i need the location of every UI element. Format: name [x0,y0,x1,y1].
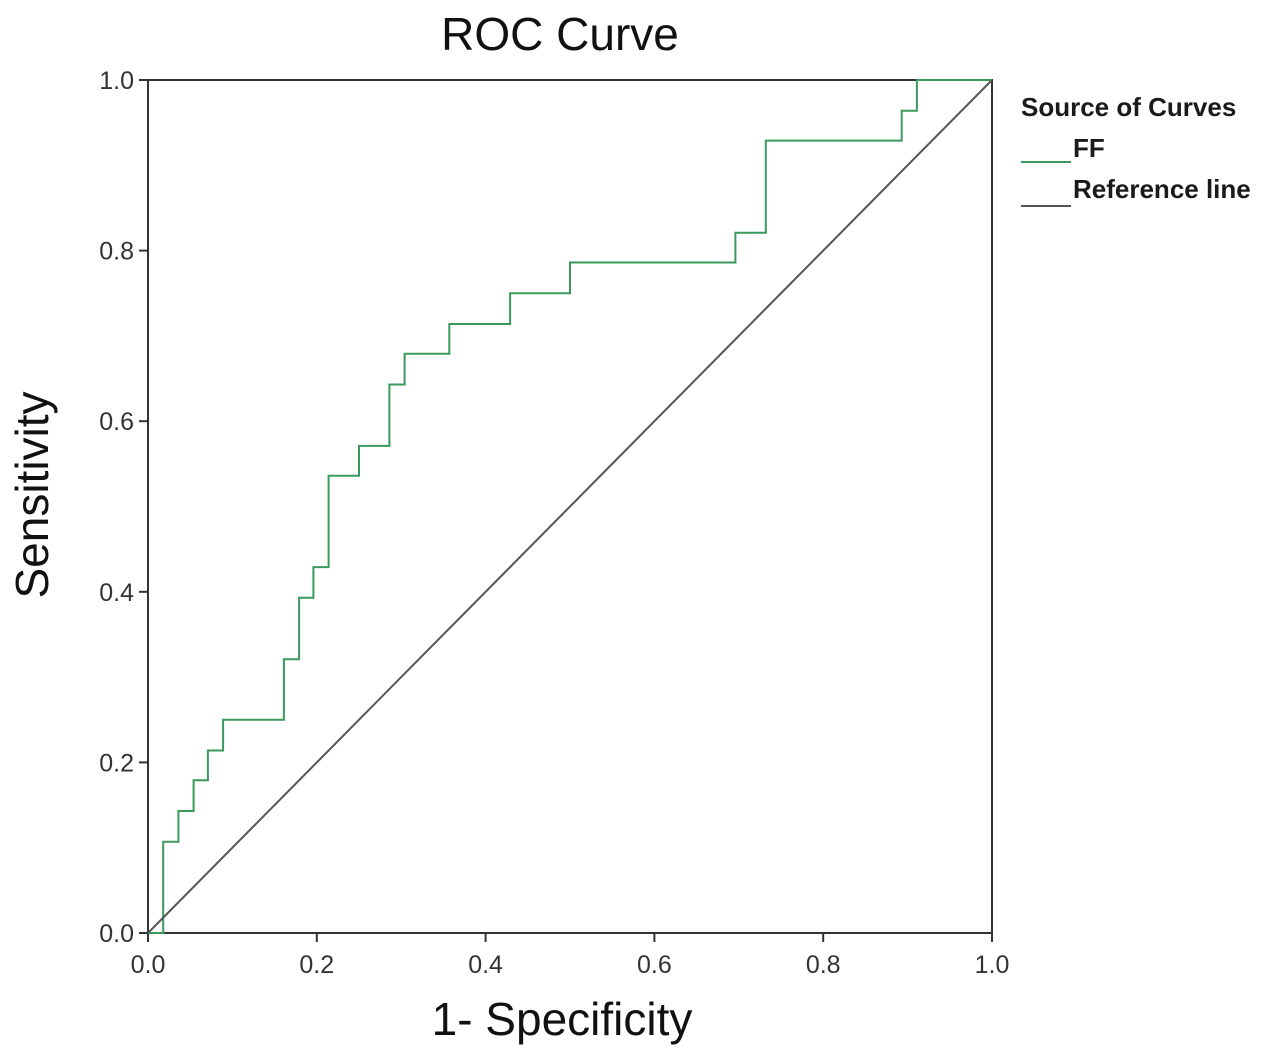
y-axis-title: Sensitivity [6,391,58,598]
legend-label-ff: FF [1073,133,1105,163]
y-tick-label: 0.2 [99,749,134,777]
y-tick-label: 0.6 [99,408,134,436]
y-axis-ticks: 0.0 0.2 0.4 0.6 0.8 1.0 [99,67,148,948]
legend-label-reference: Reference line [1073,174,1251,204]
legend-title: Source of Curves [1021,92,1236,122]
x-axis-ticks: 0.0 0.2 0.4 0.6 0.8 1.0 [131,933,1010,979]
x-tick-label: 0.4 [468,951,503,979]
y-tick-label: 0.0 [99,920,134,948]
x-tick-label: 0.2 [299,951,334,979]
plot-frame [147,79,993,934]
x-tick-label: 0.8 [806,951,841,979]
series-line-ff [148,79,992,934]
legend: Source of Curves FF Reference line [1021,92,1251,207]
chart-title: ROC Curve [441,8,679,60]
y-tick-label: 0.8 [99,238,134,266]
series-line-reference-line [147,79,993,934]
x-axis-title: 1- Specificity [432,993,693,1045]
x-tick-label: 0.6 [637,951,672,979]
y-tick-label: 1.0 [99,67,134,95]
x-tick-label: 0.0 [131,951,166,979]
x-tick-label: 1.0 [975,951,1010,979]
y-tick-label: 0.4 [99,579,134,607]
series-layer [147,79,993,934]
